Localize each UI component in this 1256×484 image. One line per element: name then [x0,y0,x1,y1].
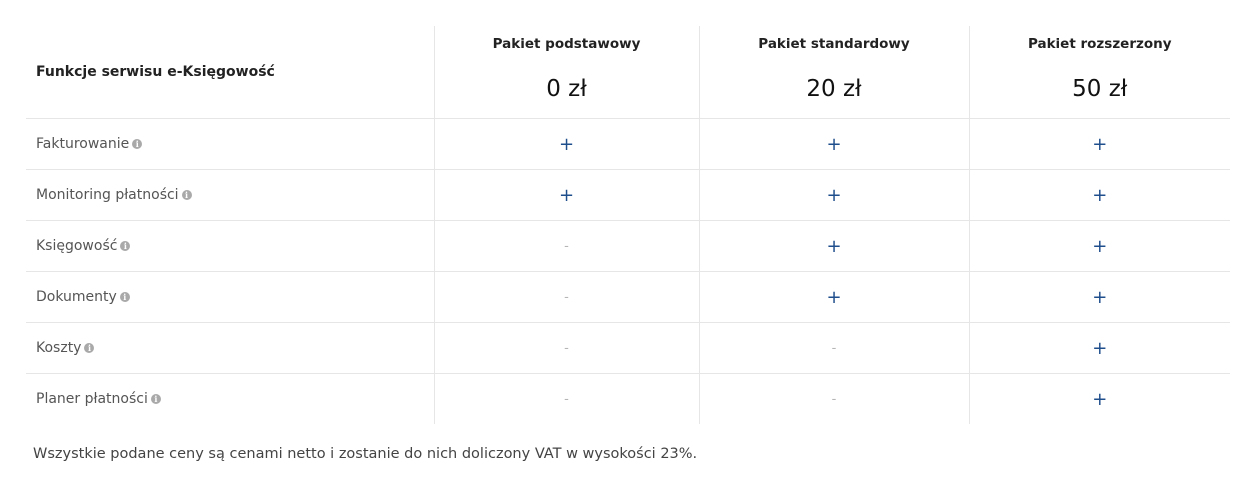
feature-value: - [433,322,699,374]
features-column-header: Funkcje serwisu e-Księgowość [26,26,434,119]
package-standard-header: Pakiet standardowy 20 zł [698,26,969,119]
table-row: Planer płatności i - - + [26,373,1230,425]
feature-value-mark: - [564,290,569,305]
feature-value: + [433,169,699,221]
feature-value-mark: - [564,341,569,356]
feature-value-mark: - [831,341,837,356]
feature-value-mark: + [1092,184,1108,206]
info-icon[interactable]: i [119,292,130,302]
feature-value: - [433,271,699,323]
pricing-header-row: Funkcje serwisu e-Księgowość Pakiet pods… [26,26,1230,119]
feature-label: Planer płatności [36,391,148,407]
package-price: 20 zł [806,76,862,102]
feature-label: Księgowość [36,238,118,254]
feature-value-mark: - [564,392,569,407]
feature-label: Koszty [36,340,82,356]
table-row: Księgowość i - + + [26,220,1230,272]
feature-value-mark: + [826,184,842,206]
feature-label: Monitoring płatności [36,187,179,203]
table-row: Koszty i - - + [26,322,1230,374]
feature-value-mark: + [558,184,575,206]
feature-value-mark: + [1092,388,1108,410]
feature-value: + [968,271,1230,323]
table-row: Fakturowanie i + + + [26,118,1230,170]
feature-value: - [698,373,969,424]
package-price: 50 zł [1072,76,1128,102]
package-name: Pakiet rozszerzony [1027,36,1172,52]
package-name: Pakiet standardowy [758,36,910,52]
feature-cell: Koszty i [26,322,434,374]
feature-cell: Fakturowanie i [26,118,434,170]
package-basic-header: Pakiet podstawowy 0 zł [433,26,699,119]
feature-value: - [698,322,969,374]
feature-value-mark: + [1092,235,1108,257]
feature-value-mark: + [1092,286,1108,308]
table-row: Dokumenty i - + + [26,271,1230,323]
feature-value-mark: - [831,392,837,407]
feature-cell: Planer płatności i [26,374,434,425]
feature-value: - [433,220,699,272]
info-icon[interactable]: i [150,394,161,404]
info-icon[interactable]: i [132,139,143,149]
feature-value: + [968,169,1230,221]
feature-value-mark: + [558,133,575,155]
info-icon[interactable]: i [181,190,192,200]
feature-cell: Księgowość i [26,220,434,272]
feature-value-mark: + [826,133,842,155]
feature-value: + [968,322,1230,374]
feature-value: + [698,220,969,272]
feature-cell: Dokumenty i [26,271,434,323]
feature-value: + [698,118,969,170]
feature-value-mark: + [1092,133,1108,155]
feature-cell: Monitoring płatności i [26,169,434,221]
info-icon[interactable]: i [120,241,131,251]
feature-value: + [968,220,1230,272]
package-extended-header: Pakiet rozszerzony 50 zł [968,26,1230,119]
feature-value-mark: + [826,235,842,257]
feature-value: - [433,373,699,424]
feature-value-mark: + [826,286,842,308]
feature-value-mark: - [564,239,569,254]
package-price: 0 zł [546,76,587,102]
vat-footnote: Wszystkie podane ceny są cenami netto i … [33,446,698,462]
feature-value: + [698,271,969,323]
feature-label: Fakturowanie [36,136,130,152]
package-name: Pakiet podstawowy [492,36,641,52]
feature-value: + [433,118,699,170]
feature-value-mark: + [1092,337,1108,359]
feature-value: + [968,373,1230,424]
table-row: Monitoring płatności i + + + [26,169,1230,221]
feature-value: + [968,118,1230,170]
info-icon[interactable]: i [84,343,95,353]
feature-value: + [698,169,969,221]
feature-label: Dokumenty [36,289,117,305]
pricing-table: Funkcje serwisu e-Księgowość Pakiet pods… [26,26,1230,424]
